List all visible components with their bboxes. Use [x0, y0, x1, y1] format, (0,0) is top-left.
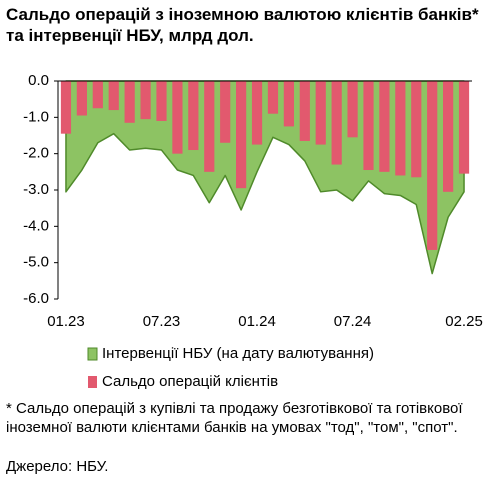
y-tick-label: -5.0: [23, 254, 49, 271]
y-tick-label: -2.0: [23, 145, 49, 162]
chart-title: Сальдо операцій з іноземною валютою кліє…: [6, 5, 479, 45]
bar: [220, 81, 231, 143]
y-tick-label: 0.0: [28, 72, 49, 89]
bar: [395, 81, 406, 176]
bar: [204, 81, 215, 172]
bar: [299, 81, 310, 141]
bar: [315, 81, 326, 145]
bar: [427, 81, 438, 250]
y-tick-label: -3.0: [23, 181, 49, 198]
bar: [411, 81, 422, 178]
x-tick-label: 02.25: [445, 313, 483, 330]
bar: [379, 81, 390, 172]
bar: [347, 81, 358, 138]
bar: [156, 81, 167, 121]
bar: [108, 81, 119, 111]
y-tick-label: -1.0: [23, 108, 49, 125]
bar: [76, 81, 87, 116]
bar: [331, 81, 342, 165]
bar: [172, 81, 183, 154]
bar: [267, 81, 279, 114]
y-tick-label: -4.0: [23, 217, 49, 234]
bar: [458, 81, 470, 174]
bar: [124, 81, 135, 123]
x-tick-label: 01.23: [47, 313, 85, 330]
legend-swatch: [87, 347, 98, 361]
bar: [251, 81, 263, 145]
x-tick-label: 01.24: [238, 313, 276, 330]
x-tick-label: 07.24: [334, 313, 372, 330]
y-tick-label: -6.0: [23, 290, 49, 307]
legend-swatch: [88, 376, 97, 388]
bar: [443, 81, 454, 192]
bar: [188, 81, 199, 151]
source: Джерело: НБУ.: [6, 458, 109, 475]
bar: [236, 81, 247, 189]
x-tick-label: 07.23: [143, 313, 181, 330]
bar: [92, 81, 103, 109]
bar: [140, 81, 151, 120]
bar: [283, 81, 294, 127]
legend-label: Інтервенції НБУ (на дату валютування): [102, 345, 374, 362]
bar: [363, 81, 374, 171]
footnote: * Сальдо операцій з купівлі та продажу б…: [6, 400, 463, 436]
bar: [60, 81, 72, 134]
legend-label: Сальдо операцій клієнтів: [102, 373, 278, 390]
